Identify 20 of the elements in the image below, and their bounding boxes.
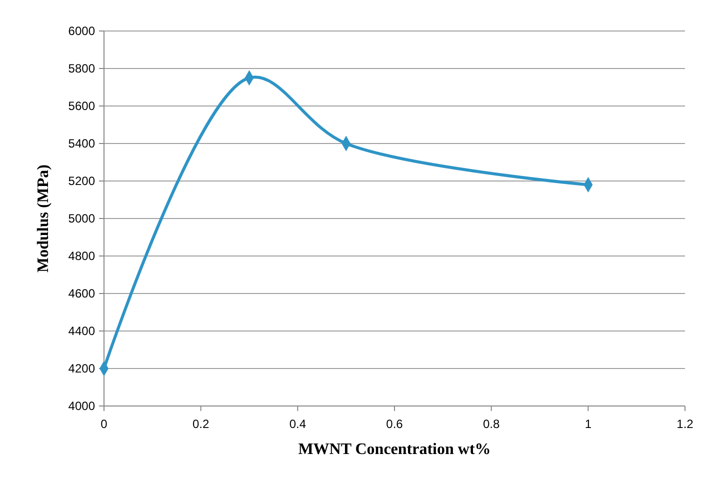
y-tick-label: 4400 [68,324,96,338]
y-tick-label: 6000 [68,24,96,38]
y-tick-label: 5800 [68,62,96,76]
y-tick-label: 5600 [68,99,96,114]
x-tick-label: 0.2 [192,417,210,431]
y-axis-title: Modulus (MPa) [35,164,52,272]
x-axis-title: MWNT Concentration wt% [298,441,491,458]
y-tick-label: 4800 [68,249,96,264]
x-tick-label: 1.2 [676,417,694,431]
y-tick-label: 5000 [68,212,96,226]
y-tick-label: 4000 [68,399,96,414]
x-tick-label: 0 [100,417,108,431]
x-tick-label: 0.8 [482,417,500,431]
y-tick-label: 4600 [68,286,96,301]
x-tick-label: 0.6 [386,417,404,431]
y-tick-label: 4200 [68,362,96,376]
x-tick-label: 1 [584,417,592,431]
y-tick-label: 5200 [68,174,96,188]
x-tick-label: 0.4 [289,417,306,431]
y-tick-label: 5400 [68,136,96,151]
